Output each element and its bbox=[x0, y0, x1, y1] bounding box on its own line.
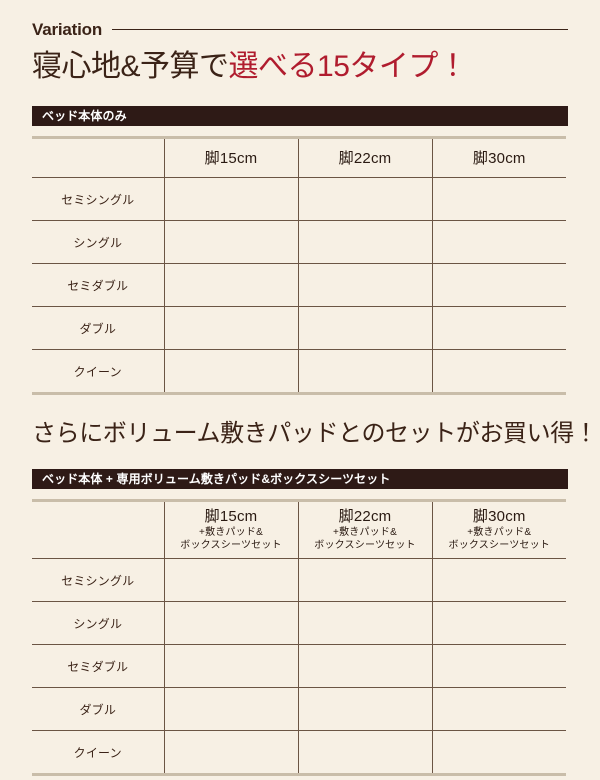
table-2-cell-4-1[interactable] bbox=[164, 687, 299, 732]
table-2-col-header-3-main: 脚30cm bbox=[472, 508, 526, 526]
table-2-cell-2-3[interactable] bbox=[432, 601, 566, 646]
table-2-col-header-2: 脚22cm +敷きパッド& ボックスシーツセット bbox=[298, 502, 433, 560]
table-row: クイーン bbox=[32, 730, 566, 774]
eyebrow-divider bbox=[112, 28, 568, 30]
table-1-cell-4-2[interactable] bbox=[298, 306, 433, 351]
table-1-cell-5-3[interactable] bbox=[432, 349, 566, 393]
table-2-cell-2-1[interactable] bbox=[164, 601, 299, 646]
table-2-col-header-2-sub1: +敷きパッド& bbox=[333, 526, 397, 538]
table-2-col-header-3-sub1: +敷きパッド& bbox=[467, 526, 532, 538]
table-2-cell-2-2[interactable] bbox=[298, 601, 433, 646]
table-2-cell-4-3[interactable] bbox=[432, 687, 566, 732]
table-1-row-label-3: セミダブル bbox=[32, 263, 165, 308]
table-1-cell-2-1[interactable] bbox=[164, 220, 299, 265]
table-1-cell-4-3[interactable] bbox=[432, 306, 566, 351]
table-row: シングル bbox=[32, 220, 566, 265]
table-1-header-row: 脚15cm 脚22cm 脚30cm bbox=[32, 139, 566, 179]
table-1-cell-3-1[interactable] bbox=[164, 263, 299, 308]
table-1-cell-5-1[interactable] bbox=[164, 349, 299, 393]
page-title-accent-part: 選べる15タイプ！ bbox=[228, 50, 468, 83]
section-1-bar-label: ベッド本体のみ bbox=[32, 106, 568, 127]
table-2-col-header-3: 脚30cm +敷きパッド& ボックスシーツセット bbox=[432, 502, 566, 560]
table-2-col-header-2-sub2: ボックスシーツセット bbox=[314, 540, 416, 552]
table-2-cell-3-2[interactable] bbox=[298, 644, 433, 689]
table-1-col-header-2: 脚22cm bbox=[298, 139, 433, 179]
table-2-header-row: 脚15cm +敷きパッド& ボックスシーツセット 脚22cm +敷きパッド& ボ… bbox=[32, 502, 566, 560]
table-2-row-label-5: クイーン bbox=[32, 730, 165, 774]
table-1-col-header-1: 脚15cm bbox=[164, 139, 299, 179]
table-2-cell-1-2[interactable] bbox=[298, 558, 433, 603]
table-1-row-label-2: シングル bbox=[32, 220, 165, 265]
table-2-cell-1-1[interactable] bbox=[164, 558, 299, 603]
table-1-cell-5-2[interactable] bbox=[298, 349, 433, 393]
table-2-col-header-1-main: 脚15cm bbox=[204, 508, 258, 526]
table-1-cell-1-2[interactable] bbox=[298, 177, 433, 222]
table-2-cell-5-3[interactable] bbox=[432, 730, 566, 774]
table-1-cell-3-3[interactable] bbox=[432, 263, 566, 308]
table-1-col-header-3: 脚30cm bbox=[432, 139, 566, 179]
section-2-title: さらにボリューム敷きパッドとのセットがお買い得！ bbox=[32, 420, 598, 448]
table-2-top-rule bbox=[32, 499, 566, 503]
table-1-top-rule bbox=[32, 136, 566, 140]
table-1-cell-1-1[interactable] bbox=[164, 177, 299, 222]
table-row: クイーン bbox=[32, 349, 566, 393]
variation-table-with-pad-set: 脚15cm +敷きパッド& ボックスシーツセット 脚22cm +敷きパッド& ボ… bbox=[32, 502, 566, 774]
table-1-col-header-2-main: 脚22cm bbox=[338, 149, 392, 167]
table-row: セミダブル bbox=[32, 263, 566, 308]
table-2-row-label-3: セミダブル bbox=[32, 644, 165, 689]
table-row: ダブル bbox=[32, 687, 566, 732]
table-row: セミシングル bbox=[32, 558, 566, 603]
table-row: セミシングル bbox=[32, 177, 566, 222]
table-1-col-header-1-main: 脚15cm bbox=[204, 149, 258, 167]
table-2-row-label-4: ダブル bbox=[32, 687, 165, 732]
table-1-bottom-rule bbox=[32, 392, 566, 396]
table-1-corner-cell bbox=[32, 139, 165, 179]
table-1-row-label-1: セミシングル bbox=[32, 177, 165, 222]
table-2-cell-3-1[interactable] bbox=[164, 644, 299, 689]
table-2-row-label-2: シングル bbox=[32, 601, 165, 646]
table-1-col-header-3-main: 脚30cm bbox=[472, 149, 526, 167]
table-1-row-label-4: ダブル bbox=[32, 306, 165, 351]
table-1-cell-2-3[interactable] bbox=[432, 220, 566, 265]
table-2-col-header-1: 脚15cm +敷きパッド& ボックスシーツセット bbox=[164, 502, 299, 560]
page-title: 寝心地&予算で選べる15タイプ！ bbox=[32, 48, 568, 86]
table-1-cell-1-3[interactable] bbox=[432, 177, 566, 222]
table-2-col-header-1-sub1: +敷きパッド& bbox=[199, 526, 263, 538]
table-2-col-header-3-sub2: ボックスシーツセット bbox=[448, 540, 550, 552]
table-1-cell-2-2[interactable] bbox=[298, 220, 433, 265]
table-row: ダブル bbox=[32, 306, 566, 351]
variation-eyebrow-label: Variation bbox=[32, 19, 103, 39]
table-2-cell-5-2[interactable] bbox=[298, 730, 433, 774]
table-2-cell-5-1[interactable] bbox=[164, 730, 299, 774]
table-2-cell-1-3[interactable] bbox=[432, 558, 566, 603]
variation-table-body-only: 脚15cm 脚22cm 脚30cm セミシングル シングル bbox=[32, 139, 566, 393]
table-2-cell-4-2[interactable] bbox=[298, 687, 433, 732]
table-2-row-label-1: セミシングル bbox=[32, 558, 165, 603]
table-row: セミダブル bbox=[32, 644, 566, 689]
page-title-dark-part: 寝心地&予算で bbox=[32, 50, 229, 83]
table-1-row-label-5: クイーン bbox=[32, 349, 165, 393]
table-row: シングル bbox=[32, 601, 566, 646]
variation-eyebrow: Variation bbox=[32, 0, 568, 40]
table-2-corner-cell bbox=[32, 502, 165, 560]
section-2-bar-label: ベッド本体 + 専用ボリューム敷きパッド&ボックスシーツセット bbox=[32, 469, 568, 490]
table-1-cell-3-2[interactable] bbox=[298, 263, 433, 308]
table-2-col-header-2-main: 脚22cm bbox=[338, 508, 392, 526]
table-1-cell-4-1[interactable] bbox=[164, 306, 299, 351]
table-2-bottom-rule bbox=[32, 773, 566, 777]
table-2-col-header-1-sub2: ボックスシーツセット bbox=[180, 540, 282, 552]
table-2-cell-3-3[interactable] bbox=[432, 644, 566, 689]
